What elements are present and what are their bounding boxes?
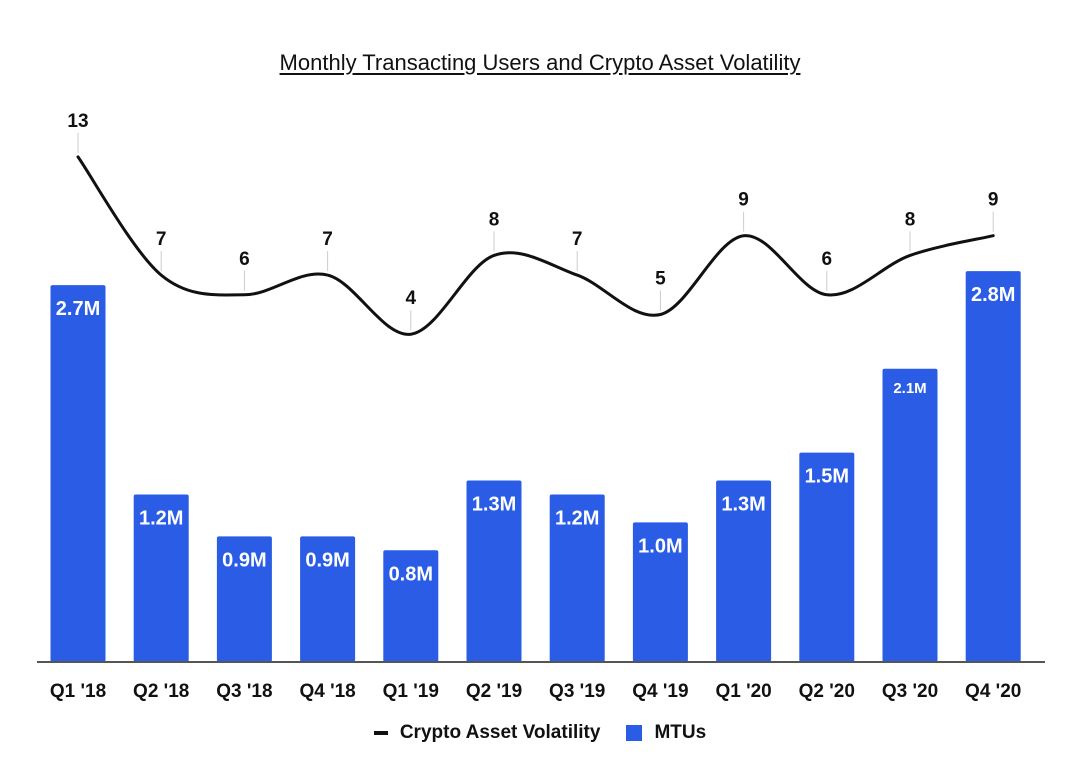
legend-line-swatch: [373, 731, 388, 735]
x-tick-label: Q2 '20: [799, 681, 855, 702]
chart-title: Monthly Transacting Users and Crypto Ass…: [279, 50, 801, 75]
line-value-label: 8: [905, 209, 916, 230]
line-value-label: 13: [67, 111, 88, 132]
legend-item-volatility[interactable]: Crypto Asset Volatility: [373, 722, 601, 744]
legend-bar-swatch: [626, 725, 643, 741]
x-tick-label: Q4 '18: [299, 681, 355, 702]
bar-mtus[interactable]: [965, 271, 1021, 662]
line-value-label: 4: [406, 288, 417, 309]
bar-value-label: 0.9M: [222, 549, 266, 571]
x-tick-label: Q1 '20: [715, 681, 771, 702]
x-tick-label: Q1 '18: [50, 681, 106, 702]
bar-mtus[interactable]: [549, 494, 605, 663]
line-value-label: 9: [738, 190, 749, 211]
x-tick-label: Q3 '19: [549, 681, 605, 702]
bar-mtus[interactable]: [882, 368, 938, 662]
bar-mtus[interactable]: [133, 494, 189, 663]
x-tick-label: Q2 '18: [133, 681, 189, 702]
legend-label-volatility: Crypto Asset Volatility: [399, 722, 601, 743]
bar-value-label: 1.3M: [721, 494, 765, 516]
line-value-label: 6: [822, 249, 833, 270]
line-layer: 13 7 6 7 4 8 7 5 9 6 8 9: [67, 111, 999, 336]
bar-mtus[interactable]: [383, 550, 439, 662]
bar-mtus[interactable]: [632, 522, 688, 662]
axis-layer: Q1 '18 Q2 '18 Q3 '18 Q4 '18 Q1 '19 Q2 '19 Q3 '…: [37, 661, 1045, 702]
x-tick-label: Q4 '20: [965, 681, 1021, 702]
bar-value-label: 2.1M: [893, 380, 926, 397]
bar-value-label: 1.0M: [638, 535, 682, 557]
line-value-label: 8: [489, 209, 500, 230]
bar-value-label: 1.2M: [139, 508, 183, 530]
bar-value-label: 2.7M: [56, 298, 100, 320]
x-tick-label: Q2 '19: [466, 681, 522, 702]
bar-value-label: 1.2M: [555, 508, 599, 530]
x-tick-label: Q3 '18: [216, 681, 272, 702]
line-value-label: 6: [239, 249, 250, 270]
x-tick-label: Q3 '20: [882, 681, 938, 702]
bars-layer: 2.7M 1.2M 0.9M 0.9M 0.8M 1.3M 1.2M 1.0M 1.3M 1.5M…: [50, 271, 1021, 663]
line-value-label: 7: [572, 229, 583, 250]
legend-label-mtus: MTUs: [654, 722, 707, 743]
bar-mtus[interactable]: [799, 452, 855, 662]
line-value-label: 7: [156, 229, 167, 250]
bar-value-label: 0.8M: [389, 563, 433, 585]
line-value-label: 9: [988, 190, 999, 211]
line-value-label: 5: [655, 269, 666, 290]
legend-item-mtus[interactable]: MTUs: [626, 722, 706, 744]
x-tick-label: Q4 '19: [632, 681, 688, 702]
bar-mtus[interactable]: [466, 480, 522, 663]
bar-mtus[interactable]: [300, 536, 356, 662]
legend: Crypto Asset Volatility MTUs: [0, 722, 1080, 744]
line-value-label: 7: [322, 229, 333, 250]
bar-value-label: 1.3M: [472, 494, 516, 516]
bar-value-label: 1.5M: [805, 466, 849, 488]
bar-mtus[interactable]: [216, 536, 272, 662]
bar-mtus[interactable]: [50, 285, 106, 662]
bar-mtus[interactable]: [716, 480, 772, 663]
bar-value-label: 2.8M: [971, 284, 1015, 306]
bar-value-label: 0.9M: [305, 549, 349, 571]
line-volatility[interactable]: [76, 155, 995, 336]
x-tick-label: Q1 '19: [383, 681, 439, 702]
